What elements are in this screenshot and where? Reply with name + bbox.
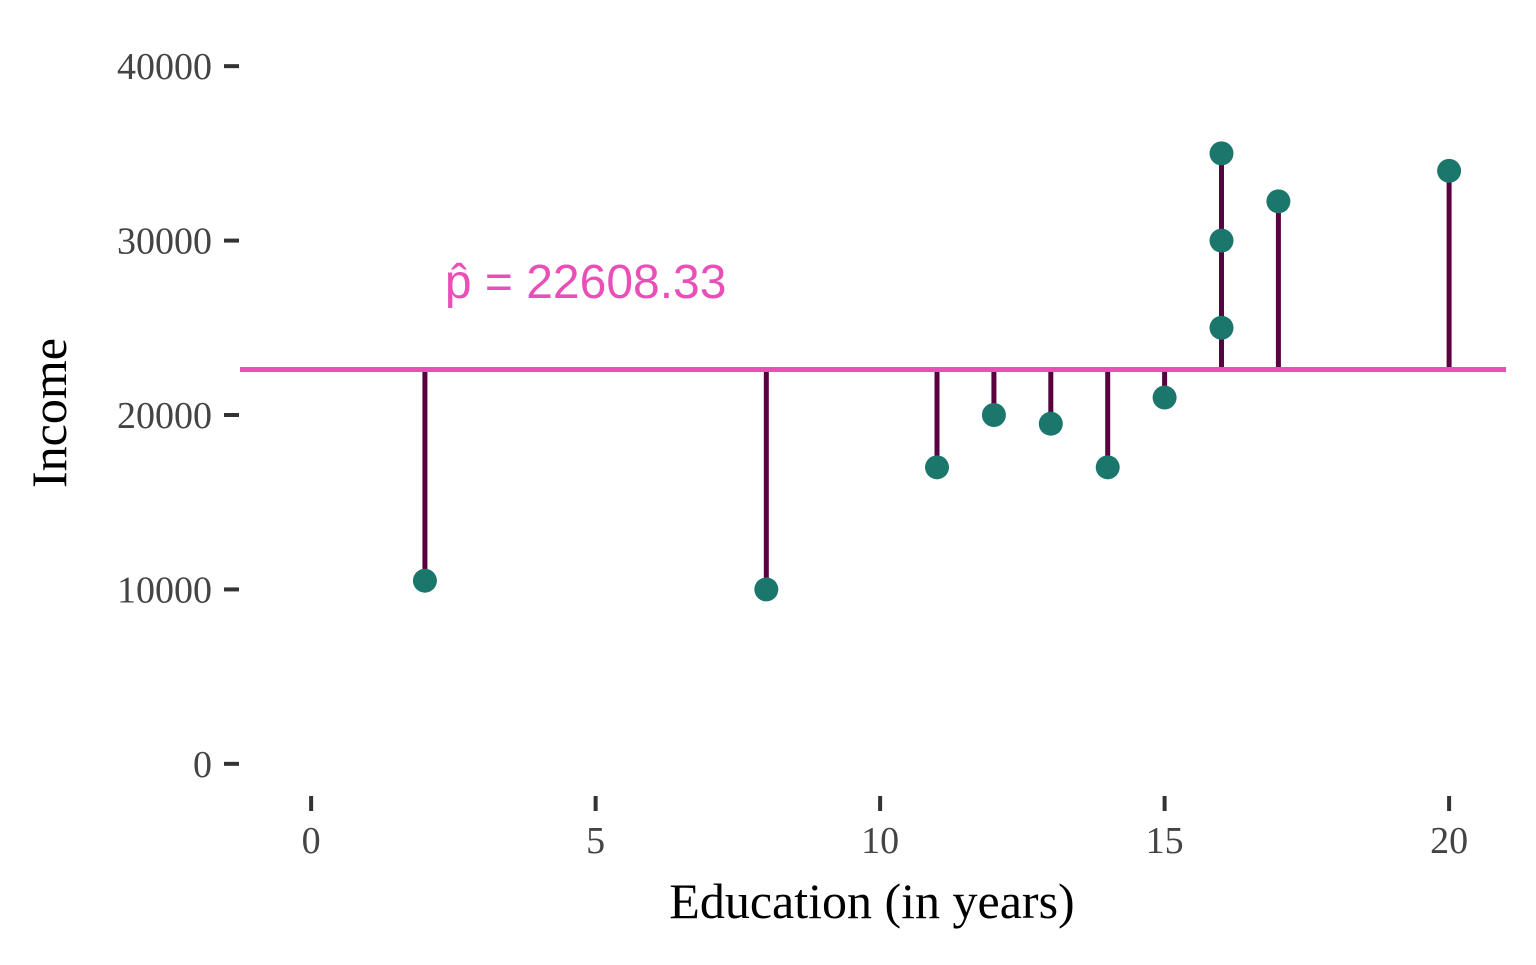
x-tick-label: 15 xyxy=(1146,820,1184,862)
y-tick-label: 40000 xyxy=(117,46,212,88)
data-point xyxy=(1152,385,1177,410)
data-point xyxy=(1038,411,1063,436)
data-point xyxy=(1209,141,1234,166)
y-axis-title: Income xyxy=(21,338,77,488)
p-hat-symbol: p̂ xyxy=(445,256,485,309)
axis-ticks: 0 10000 20000 30000 40000 0 5 10 15 20 xyxy=(117,46,1468,862)
data-point xyxy=(1437,158,1462,183)
x-axis-title: Education (in years) xyxy=(669,873,1074,929)
y-tick-label: 0 xyxy=(193,744,212,786)
y-tick-label: 20000 xyxy=(117,395,212,437)
y-tick-label: 10000 xyxy=(117,569,212,611)
x-tick-label: 20 xyxy=(1430,820,1468,862)
x-tick-label: 5 xyxy=(586,820,605,862)
data-points xyxy=(412,141,1462,602)
data-point xyxy=(925,455,950,480)
x-tick-label: 0 xyxy=(302,820,321,862)
data-point xyxy=(1209,315,1234,340)
mean-annotation: p̂ = 22608.33 xyxy=(445,256,727,309)
data-point xyxy=(981,403,1006,427)
equals-sign: = xyxy=(485,256,526,309)
mean-annotation-text: p̂ = 22608.33 xyxy=(445,256,727,309)
data-point xyxy=(1209,228,1234,253)
x-tick-label: 10 xyxy=(861,820,899,862)
data-point xyxy=(754,577,779,602)
y-tick-label: 30000 xyxy=(117,221,212,263)
data-point xyxy=(1095,455,1120,480)
mean-value: 22608.33 xyxy=(526,256,726,309)
data-point xyxy=(1266,189,1291,214)
data-point xyxy=(412,568,437,593)
